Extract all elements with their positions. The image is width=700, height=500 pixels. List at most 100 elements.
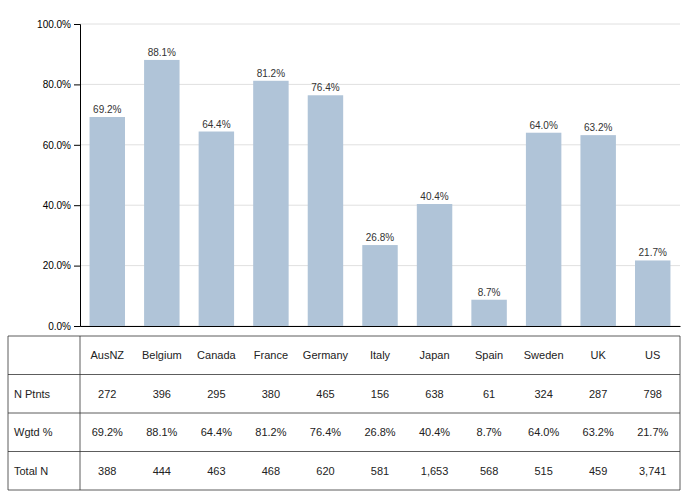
bar xyxy=(580,135,615,326)
table-cell: 26.8% xyxy=(364,426,395,438)
table-cell: 64.4% xyxy=(201,426,232,438)
data-label: 40.4% xyxy=(420,191,448,202)
category-row: AusNZ Belgium Canada France Germany Italy Japa… xyxy=(90,349,660,361)
category-label: Belgium xyxy=(142,349,182,361)
y-axis-line xyxy=(74,25,81,327)
table-rule xyxy=(8,336,9,490)
y-tick: 80.0% xyxy=(43,79,80,90)
table-rule xyxy=(8,413,680,414)
bars xyxy=(90,60,671,326)
y-tick-mark xyxy=(74,84,80,85)
table-row: Wgtd %69.2%88.1%64.4%81.2%76.4%26.8%40.4… xyxy=(14,426,669,438)
y-tick-mark xyxy=(74,266,80,267)
table-cell: 76.4% xyxy=(310,426,341,438)
table-cell: 64.0% xyxy=(528,426,559,438)
table-cell: 798 xyxy=(644,388,662,400)
y-tick-mark xyxy=(74,145,80,146)
y-tick-label: 40.0% xyxy=(43,200,71,211)
row-label: Wgtd % xyxy=(14,426,53,438)
data-label: 63.2% xyxy=(584,122,612,133)
table-cell: 324 xyxy=(534,388,552,400)
table-rule xyxy=(8,374,680,375)
data-label: 81.2% xyxy=(257,68,285,79)
data-label: 26.8% xyxy=(366,232,394,243)
table-rule xyxy=(8,490,680,491)
table-cell: 380 xyxy=(262,388,280,400)
table-cell: 3,741 xyxy=(639,465,667,477)
table-cell: 465 xyxy=(316,388,334,400)
table-cell: 63.2% xyxy=(583,426,614,438)
data-label: 21.7% xyxy=(639,247,667,258)
category-label: US xyxy=(645,349,660,361)
table-cell: 287 xyxy=(589,388,607,400)
category-label: Canada xyxy=(197,349,236,361)
bar xyxy=(144,60,179,326)
data-labels: 69.2% 88.1% 64.4% 81.2% 76.4% 26.8% 40.4% 8.7% 6… xyxy=(93,47,667,298)
table-rule xyxy=(80,336,81,490)
table-cell: 444 xyxy=(153,465,171,477)
table-row: N Ptnts27239629538046515663861324287798 xyxy=(14,388,662,400)
data-label: 8.7% xyxy=(478,287,501,298)
data-label: 64.4% xyxy=(202,119,230,130)
table-cell: 463 xyxy=(207,465,225,477)
y-tick-label: 100.0% xyxy=(37,19,71,30)
data-label: 69.2% xyxy=(93,104,121,115)
data-label: 64.0% xyxy=(529,120,557,131)
table-cell: 638 xyxy=(425,388,443,400)
plot: 69.2% 88.1% 64.4% 81.2% 76.4% 26.8% 40.4% 8.7% 6… xyxy=(37,19,680,332)
table-cell: 1,653 xyxy=(421,465,449,477)
table-cell: 459 xyxy=(589,465,607,477)
table-cell: 620 xyxy=(316,465,334,477)
y-tick-label: 0.0% xyxy=(48,321,71,332)
y-tick: 40.0% xyxy=(43,200,80,211)
table-row: Total N3884444634686205811,6535685154593… xyxy=(14,465,666,477)
table-cell: 272 xyxy=(98,388,116,400)
table-cell: 69.2% xyxy=(92,426,123,438)
y-tick: 0.0% xyxy=(48,321,80,332)
y-tick-label: 20.0% xyxy=(43,260,71,271)
y-tick-mark xyxy=(74,326,80,327)
bar xyxy=(526,133,561,326)
y-axis: 0.0% 20.0% 40.0% 60.0% 80.0% 100.0% xyxy=(37,19,80,332)
table-cell: 581 xyxy=(371,465,389,477)
bar xyxy=(635,260,670,326)
category-label: UK xyxy=(591,349,607,361)
row-label: Total N xyxy=(14,465,48,477)
chart: 69.2% 88.1% 64.4% 81.2% 76.4% 26.8% 40.4% 8.7% 6… xyxy=(0,0,700,500)
category-label: France xyxy=(254,349,288,361)
table-cell: 295 xyxy=(207,388,225,400)
bar xyxy=(199,132,234,326)
bar xyxy=(308,95,343,326)
y-tick: 100.0% xyxy=(37,19,80,30)
table-cell: 388 xyxy=(98,465,116,477)
table-cell: 156 xyxy=(371,388,389,400)
bar xyxy=(362,245,397,326)
x-axis xyxy=(81,326,681,327)
data-label: 88.1% xyxy=(148,47,176,58)
table-cell: 21.7% xyxy=(637,426,668,438)
grid-line xyxy=(80,24,680,25)
table-cell: 568 xyxy=(480,465,498,477)
y-tick-mark xyxy=(74,24,80,25)
y-tick-mark xyxy=(74,205,80,206)
category-label: Spain xyxy=(475,349,503,361)
table-cell: 40.4% xyxy=(419,426,450,438)
table-cell: 468 xyxy=(262,465,280,477)
category-label: Sweden xyxy=(524,349,564,361)
category-label: Germany xyxy=(303,349,349,361)
table-rule xyxy=(8,336,680,337)
category-label: Japan xyxy=(420,349,450,361)
grid xyxy=(80,24,680,326)
y-tick-label: 80.0% xyxy=(43,79,71,90)
y-tick: 60.0% xyxy=(43,140,80,151)
bar xyxy=(417,204,452,326)
category-label: Italy xyxy=(370,349,391,361)
x-axis-line xyxy=(81,326,681,327)
data-label: 76.4% xyxy=(311,82,339,93)
table-cell: 8.7% xyxy=(477,426,502,438)
category-label: AusNZ xyxy=(90,349,124,361)
bar xyxy=(471,300,506,326)
table: AusNZ Belgium Canada France Germany Italy Japa… xyxy=(8,336,680,490)
bar xyxy=(90,117,125,326)
table-cell: 396 xyxy=(153,388,171,400)
